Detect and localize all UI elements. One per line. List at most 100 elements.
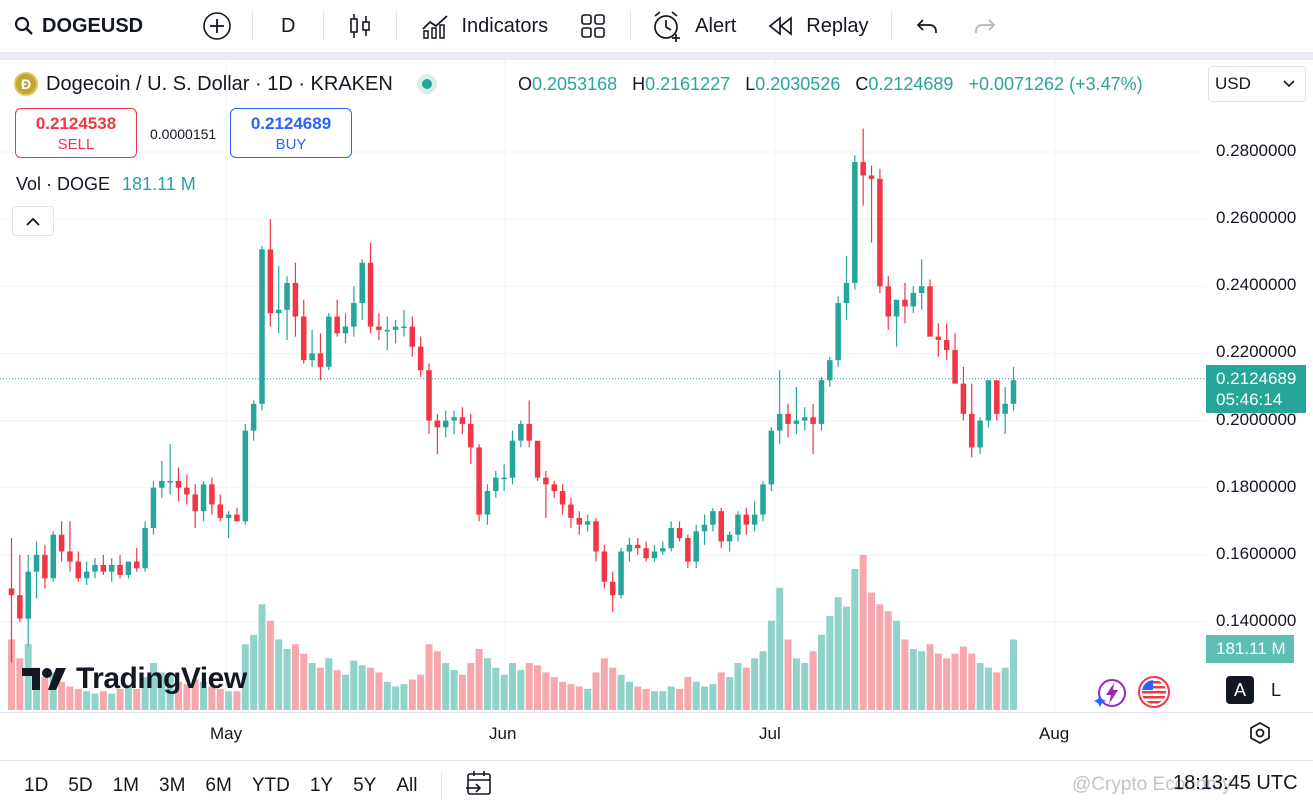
undo-button[interactable] bbox=[896, 0, 956, 52]
us-flag-icon[interactable] bbox=[1137, 675, 1171, 709]
candle-body bbox=[810, 417, 816, 424]
settings-icon[interactable] bbox=[1248, 721, 1272, 745]
volume-bar bbox=[250, 634, 258, 710]
volume-bar bbox=[433, 651, 441, 710]
volume-bar bbox=[291, 644, 299, 710]
volume-bar bbox=[350, 660, 358, 710]
goto-date-button[interactable] bbox=[454, 769, 504, 804]
volume-bar bbox=[784, 639, 792, 710]
candle-body bbox=[868, 175, 875, 179]
volume-bar bbox=[692, 681, 700, 710]
candle-body bbox=[718, 511, 724, 542]
volume-bar bbox=[300, 653, 308, 710]
replay-button[interactable]: Replay bbox=[752, 0, 886, 52]
price-chart[interactable] bbox=[0, 60, 1313, 760]
tradingview-logo[interactable]: TradingView bbox=[20, 662, 247, 696]
range-button-5y[interactable]: 5Y bbox=[353, 775, 377, 796]
range-button-1y[interactable]: 1Y bbox=[309, 775, 334, 796]
volume-bar bbox=[1001, 667, 1009, 710]
time-tick-label: May bbox=[210, 724, 243, 743]
candle-body bbox=[367, 262, 374, 327]
volume-bar bbox=[225, 691, 233, 710]
assistant-icon[interactable] bbox=[1094, 677, 1126, 709]
candle-body bbox=[626, 544, 633, 552]
candle-body bbox=[451, 417, 457, 421]
volume-bar bbox=[375, 672, 383, 710]
candle-body bbox=[175, 481, 182, 488]
volume-value: 181.11 M bbox=[122, 174, 196, 194]
volume-bar bbox=[859, 554, 867, 710]
volume-bar bbox=[1010, 639, 1017, 710]
volume-bar bbox=[817, 634, 825, 710]
alert-button[interactable]: Alert bbox=[635, 0, 752, 52]
volume-bar bbox=[834, 597, 842, 710]
price-tick-label: 0.1800000 bbox=[1216, 476, 1297, 496]
templates-button[interactable] bbox=[564, 0, 626, 52]
candle-body bbox=[484, 491, 491, 515]
candle-body bbox=[935, 336, 942, 340]
close-label: C bbox=[855, 74, 869, 94]
volume-bar bbox=[475, 648, 483, 710]
volume-bar bbox=[108, 693, 116, 710]
symbol-search[interactable]: DOGEUSD bbox=[0, 0, 184, 52]
range-button-ytd[interactable]: YTD bbox=[251, 775, 290, 796]
price-tick-label: 0.1600000 bbox=[1216, 543, 1297, 563]
candle-body bbox=[835, 303, 841, 361]
utc-clock[interactable]: 18:13:45 UTC bbox=[1173, 772, 1298, 794]
volume-bar bbox=[241, 644, 249, 710]
divider bbox=[252, 11, 253, 41]
price-tick-label: 0.2000000 bbox=[1216, 409, 1297, 429]
range-button-all[interactable]: All bbox=[396, 775, 418, 796]
candle-body bbox=[317, 353, 324, 367]
candle-body bbox=[651, 551, 658, 559]
candle-body bbox=[918, 286, 925, 293]
candle-body bbox=[392, 326, 399, 330]
candle-body bbox=[576, 517, 583, 525]
log-scale-button[interactable]: L bbox=[1262, 676, 1290, 704]
volume-bar bbox=[734, 663, 742, 710]
indicators-button[interactable]: Indicators bbox=[401, 0, 564, 52]
symbol-legend[interactable]: Ð Dogecoin / U. S. Dollar · 1D · KRAKEN bbox=[14, 72, 437, 96]
candle-body bbox=[150, 487, 157, 528]
currency-select[interactable]: USD bbox=[1208, 66, 1306, 102]
compare-button[interactable] bbox=[184, 0, 248, 52]
open-value: 0.2053168 bbox=[532, 74, 618, 94]
volume-bar bbox=[266, 620, 274, 710]
candle-body bbox=[643, 548, 649, 559]
candle-body bbox=[551, 484, 557, 492]
close-value: 0.2124689 bbox=[868, 74, 954, 94]
volume-bar bbox=[149, 663, 157, 710]
buy-label: BUY bbox=[275, 136, 307, 153]
candle-body bbox=[685, 538, 691, 562]
chart-type-button[interactable] bbox=[328, 0, 392, 52]
volume-bar bbox=[592, 672, 600, 710]
volume-bar bbox=[342, 674, 349, 710]
redo-button[interactable] bbox=[956, 0, 1014, 52]
buy-button[interactable]: 0.2124689 BUY bbox=[230, 108, 352, 158]
range-button-3m[interactable]: 3M bbox=[159, 775, 186, 796]
range-button-5d[interactable]: 5D bbox=[68, 775, 93, 796]
candle-body bbox=[442, 420, 449, 428]
volume-bar bbox=[976, 663, 984, 710]
range-button-6m[interactable]: 6M bbox=[205, 775, 232, 796]
volume-bar bbox=[367, 667, 375, 710]
volume-bar bbox=[684, 677, 692, 710]
candle-body bbox=[67, 551, 73, 562]
sell-button[interactable]: 0.2124538 SELL bbox=[15, 108, 137, 158]
range-button-1m[interactable]: 1M bbox=[112, 775, 139, 796]
volume-legend[interactable]: Vol · DOGE 181.11 M bbox=[16, 174, 196, 195]
chart-pane[interactable] bbox=[0, 60, 1313, 760]
collapse-legend-button[interactable] bbox=[12, 206, 54, 236]
volume-bar bbox=[943, 658, 951, 710]
volume-bar bbox=[584, 688, 592, 710]
candle-body bbox=[559, 491, 566, 505]
volume-bar bbox=[567, 684, 575, 710]
bottom-toolbar: 1D 5D 1M 3M 6M YTD 1Y 5Y All bbox=[0, 760, 1313, 811]
auto-scale-button[interactable]: A bbox=[1226, 676, 1254, 704]
volume-bar bbox=[124, 686, 132, 710]
range-button-1d[interactable]: 1D bbox=[24, 775, 49, 796]
candle-body bbox=[509, 440, 516, 478]
interval-button[interactable]: D bbox=[257, 0, 319, 52]
candle-body bbox=[852, 162, 858, 283]
volume-bar bbox=[792, 658, 800, 710]
